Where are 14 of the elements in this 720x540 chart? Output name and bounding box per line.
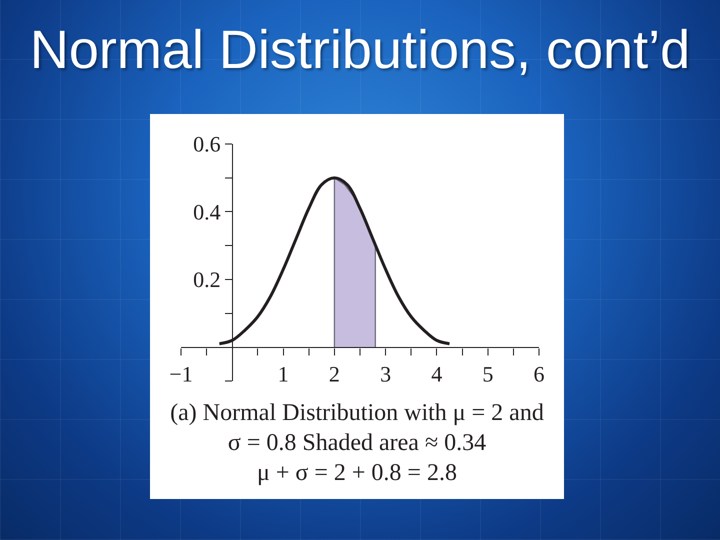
text: (a) Normal Distribution with μ = 2 and (169, 399, 545, 428)
y-tick-label: 0.6 (193, 132, 221, 157)
x-tick-label: −1 (169, 362, 193, 387)
text: μ + σ = 2 + 0.8 = 2.8 (256, 459, 458, 488)
x-tick-label: 5 (482, 362, 494, 387)
x-tick-label: 4 (431, 362, 442, 387)
x-tick-label: 3 (380, 362, 392, 387)
x-tick-label: 6 (534, 362, 544, 387)
x-tick-label: 1 (278, 362, 289, 387)
chart-title: Normal Distributions, cont’d (28, 19, 692, 82)
x-tick-label: 2 (328, 362, 340, 387)
text: σ = 0.8 Shaded area ≈ 0.34 (226, 429, 488, 458)
y-tick-label: 0.4 (193, 199, 221, 224)
y-tick-label: 0.2 (193, 267, 221, 292)
